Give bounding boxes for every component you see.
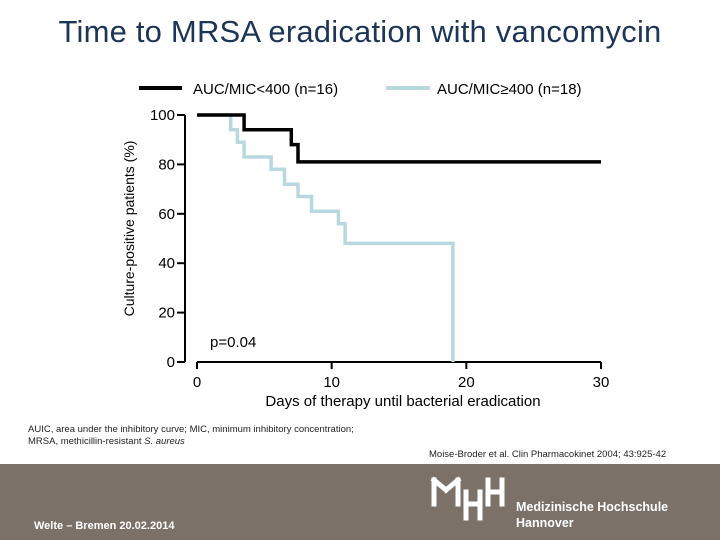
legend-label-2: AUC/MIC≥400 (n=18) [437,81,582,98]
footnote-species: S. aureus [144,436,185,447]
series-line-2 [197,113,455,362]
footnote: AUIC, area under the inhibitory curve; M… [28,424,418,448]
y-tick-label: 40 [158,255,175,272]
y-tick-label: 60 [158,206,175,223]
footnote-line-2: MRSA, methicillin-resistant S. aureus [28,436,418,448]
y-tick-label: 100 [150,107,175,124]
x-tick-label: 30 [593,374,610,391]
x-tick-label: 10 [323,374,340,391]
logo-text: Medizinische Hochschule Hannover [516,499,668,531]
chart-series-group [197,113,601,362]
footer-event-label: Welte – Bremen 20.02.2014 [34,520,175,532]
y-tick-label: 80 [158,156,175,173]
footnote-line-2-prefix: MRSA, methicillin-resistant [28,436,145,447]
footnote-line-1: AUIC, area under the inhibitory curve; M… [28,424,354,435]
chart-axes [177,114,602,369]
p-value-annotation: p=0.04 [210,334,256,351]
footer-bar [0,464,720,540]
y-axis-title: Culture-positive patients (%) [121,141,137,317]
x-tick-label: 0 [193,374,201,391]
survival-chart: AUC/MIC<400 (n=16) AUC/MIC≥400 (n=18) 0 20… [121,81,609,410]
x-tick-label: 20 [458,374,475,391]
legend-label-1: AUC/MIC<400 (n=16) [193,81,338,98]
series-line-1 [197,113,601,164]
chart-legend: AUC/MIC<400 (n=16) AUC/MIC≥400 (n=18) [139,81,582,98]
x-axis-title: Days of therapy until bacterial eradicat… [265,393,540,410]
slide-title: Time to MRSA eradication with vancomycin [58,14,662,49]
chart-labels: 0 20 40 60 80 100 0 10 20 30 Days of therapy until… [121,107,609,410]
logo-text-line-2: Hannover [516,516,574,530]
y-tick-label: 0 [167,354,175,371]
reference-citation: Moise-Broder et al. Clin Pharmacokinet 2… [429,449,667,460]
logo-text-line-1: Medizinische Hochschule [516,500,669,514]
mhh-logo-icon [430,476,505,521]
y-tick-label: 20 [158,305,175,322]
